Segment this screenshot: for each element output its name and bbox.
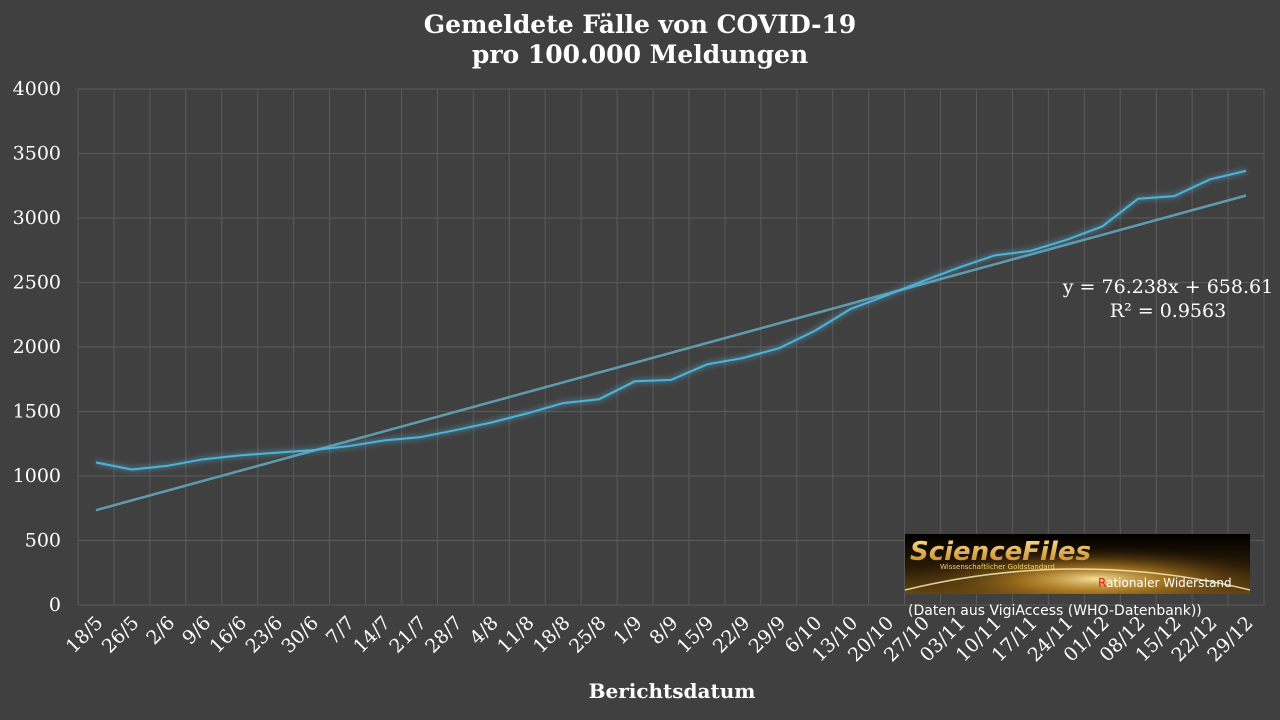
y-tick-label: 3000 [13, 207, 61, 229]
y-tick-label: 1500 [13, 401, 61, 423]
x-tick-label: 30/6 [277, 612, 323, 658]
y-tick-label: 2500 [13, 272, 61, 294]
x-tick-label: 29/9 [745, 612, 791, 658]
x-tick-label: 21/7 [385, 612, 431, 658]
x-axis-title: Berichtsdatum [589, 679, 756, 703]
x-tick-label: 11/8 [493, 612, 539, 658]
y-tick-label: 2000 [13, 336, 61, 358]
x-tick-label: 15/9 [673, 612, 719, 658]
x-tick-label: 26/5 [98, 612, 144, 658]
x-tick-label: 28/7 [421, 612, 467, 658]
trendline [95, 194, 1247, 512]
series-line [95, 169, 1247, 471]
x-tick-label: 25/8 [565, 612, 611, 658]
x-axis-tick-labels: 18/526/52/69/616/623/630/67/714/721/728/… [62, 612, 1258, 666]
logo-name: ScienceFiles [910, 537, 1091, 567]
y-tick-label: 1000 [13, 465, 61, 487]
y-tick-label: 0 [49, 594, 61, 616]
x-tick-label: 18/8 [529, 612, 575, 658]
x-tick-label: 14/7 [349, 612, 395, 658]
y-tick-label: 500 [25, 530, 61, 552]
y-tick-label: 4000 [13, 78, 61, 100]
grid [77, 88, 1265, 606]
trendline-equation: y = 76.238x + 658.61 [1062, 276, 1273, 298]
y-axis-tick-labels: 0 500 1000 1500 2000 2500 3000 3500 4000 [13, 78, 61, 616]
trendline-r-squared: R² = 0.9563 [1110, 300, 1226, 322]
x-tick-label: 23/6 [241, 612, 287, 658]
source-note: (Daten aus VigiAccess (WHO-Datenbank)) [908, 603, 1202, 619]
x-tick-label: 16/6 [206, 612, 252, 658]
chart-title-line-1: Gemeldete Fälle von COVID-19 [424, 10, 857, 39]
x-tick-label: 2/6 [142, 612, 179, 649]
sciencefiles-logo: ScienceFiles Wissenschaftlicher Goldstan… [904, 534, 1251, 594]
logo-tagline: Rationaler Widerstand [1098, 576, 1232, 590]
logo-subtitle: Wissenschaftlicher Goldstandard [940, 563, 1055, 571]
chart-title-line-2: pro 100.000 Meldungen [472, 40, 808, 69]
x-tick-label: 18/5 [62, 612, 108, 658]
x-tick-label: 1/9 [609, 612, 646, 649]
x-tick-label: 22/9 [709, 612, 755, 658]
y-tick-label: 3500 [13, 143, 61, 165]
